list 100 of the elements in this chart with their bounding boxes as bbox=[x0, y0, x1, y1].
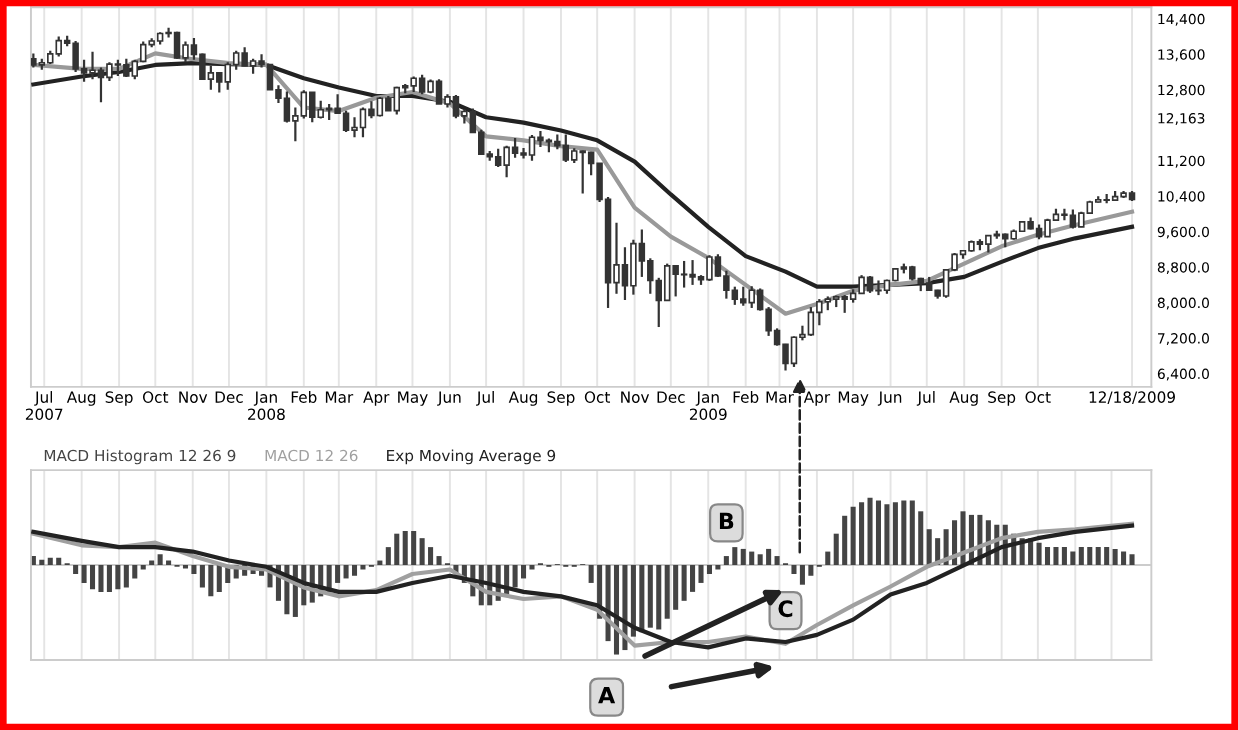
bar bbox=[842, 515, 848, 566]
candlestick bbox=[790, 335, 798, 369]
candlestick bbox=[816, 297, 823, 327]
candlestick bbox=[1061, 207, 1068, 222]
bar bbox=[850, 506, 856, 566]
bar bbox=[419, 538, 425, 566]
bar bbox=[1087, 547, 1093, 566]
bar bbox=[343, 565, 349, 579]
bar bbox=[681, 565, 687, 601]
bar bbox=[749, 551, 755, 566]
bar bbox=[1044, 547, 1051, 566]
candlestick bbox=[672, 264, 679, 298]
candlestick bbox=[359, 106, 367, 139]
bar bbox=[867, 497, 873, 566]
candlestick bbox=[748, 285, 755, 310]
bar bbox=[512, 565, 518, 588]
bar bbox=[859, 502, 865, 566]
candlestick bbox=[342, 109, 350, 134]
candlestick bbox=[807, 305, 815, 338]
candlestick bbox=[393, 85, 401, 116]
candlestick bbox=[351, 116, 358, 139]
bar bbox=[1112, 548, 1118, 566]
bar bbox=[208, 565, 214, 597]
bar bbox=[98, 565, 104, 592]
candlestick bbox=[858, 274, 865, 295]
candlestick bbox=[680, 259, 688, 289]
candlestick bbox=[621, 246, 629, 302]
candlestick bbox=[241, 46, 248, 68]
bar bbox=[191, 565, 197, 574]
bar bbox=[1095, 547, 1101, 566]
candlestick bbox=[435, 78, 443, 106]
candlestick bbox=[89, 50, 96, 81]
bar bbox=[1053, 547, 1059, 566]
bar bbox=[89, 565, 96, 590]
bar bbox=[73, 565, 79, 574]
bar bbox=[1121, 551, 1127, 566]
bar bbox=[115, 565, 121, 590]
bar bbox=[199, 565, 205, 588]
candlestick bbox=[511, 137, 519, 159]
bar bbox=[757, 554, 763, 566]
bar bbox=[630, 565, 636, 637]
bar bbox=[656, 565, 662, 630]
annotation: B bbox=[719, 512, 734, 530]
bar bbox=[639, 565, 645, 633]
bar bbox=[1104, 547, 1110, 566]
candlestick bbox=[106, 61, 113, 83]
bar bbox=[402, 531, 408, 566]
bar bbox=[647, 565, 653, 628]
candlestick bbox=[537, 129, 544, 149]
candlestick bbox=[283, 90, 291, 124]
candlestick bbox=[875, 279, 882, 297]
bar bbox=[884, 504, 890, 566]
candlestick bbox=[309, 91, 316, 124]
candlestick bbox=[182, 40, 189, 64]
text: A bbox=[598, 687, 616, 704]
bar bbox=[56, 557, 62, 566]
candlestick bbox=[494, 147, 502, 169]
bar bbox=[521, 565, 527, 579]
candlestick bbox=[266, 63, 274, 91]
candlestick bbox=[173, 30, 181, 60]
candlestick bbox=[1069, 208, 1077, 230]
bar bbox=[875, 500, 882, 566]
candlestick bbox=[418, 73, 426, 96]
bar bbox=[123, 565, 129, 588]
bar bbox=[774, 556, 780, 566]
candlestick bbox=[689, 258, 696, 287]
bar bbox=[1061, 547, 1067, 566]
bar bbox=[740, 548, 746, 566]
bar bbox=[81, 565, 87, 583]
candlestick bbox=[740, 285, 747, 307]
bar bbox=[664, 565, 670, 619]
candlestick bbox=[706, 254, 713, 283]
annotation: C bbox=[778, 600, 793, 618]
bar bbox=[909, 500, 915, 566]
bar bbox=[411, 531, 417, 566]
bar bbox=[394, 533, 400, 566]
bar bbox=[47, 557, 53, 566]
candlestick bbox=[199, 52, 206, 81]
bar bbox=[926, 529, 932, 566]
candlestick bbox=[72, 39, 79, 74]
candlestick bbox=[638, 228, 646, 279]
bar bbox=[216, 565, 222, 592]
bar bbox=[1078, 547, 1084, 566]
bar bbox=[732, 547, 738, 566]
bar bbox=[901, 500, 907, 566]
candlestick bbox=[528, 133, 536, 162]
bar bbox=[799, 565, 805, 585]
candlestick bbox=[579, 149, 586, 195]
candlestick bbox=[452, 93, 460, 120]
bar bbox=[39, 559, 45, 566]
bar bbox=[157, 554, 163, 566]
candlestick bbox=[562, 133, 570, 164]
bar bbox=[1036, 542, 1042, 566]
bar bbox=[106, 565, 112, 592]
candlestick bbox=[503, 144, 510, 179]
bar bbox=[766, 548, 772, 566]
bar bbox=[1070, 551, 1076, 566]
candlestick bbox=[97, 66, 105, 104]
candlestick bbox=[55, 35, 62, 58]
candlestick bbox=[216, 70, 223, 94]
